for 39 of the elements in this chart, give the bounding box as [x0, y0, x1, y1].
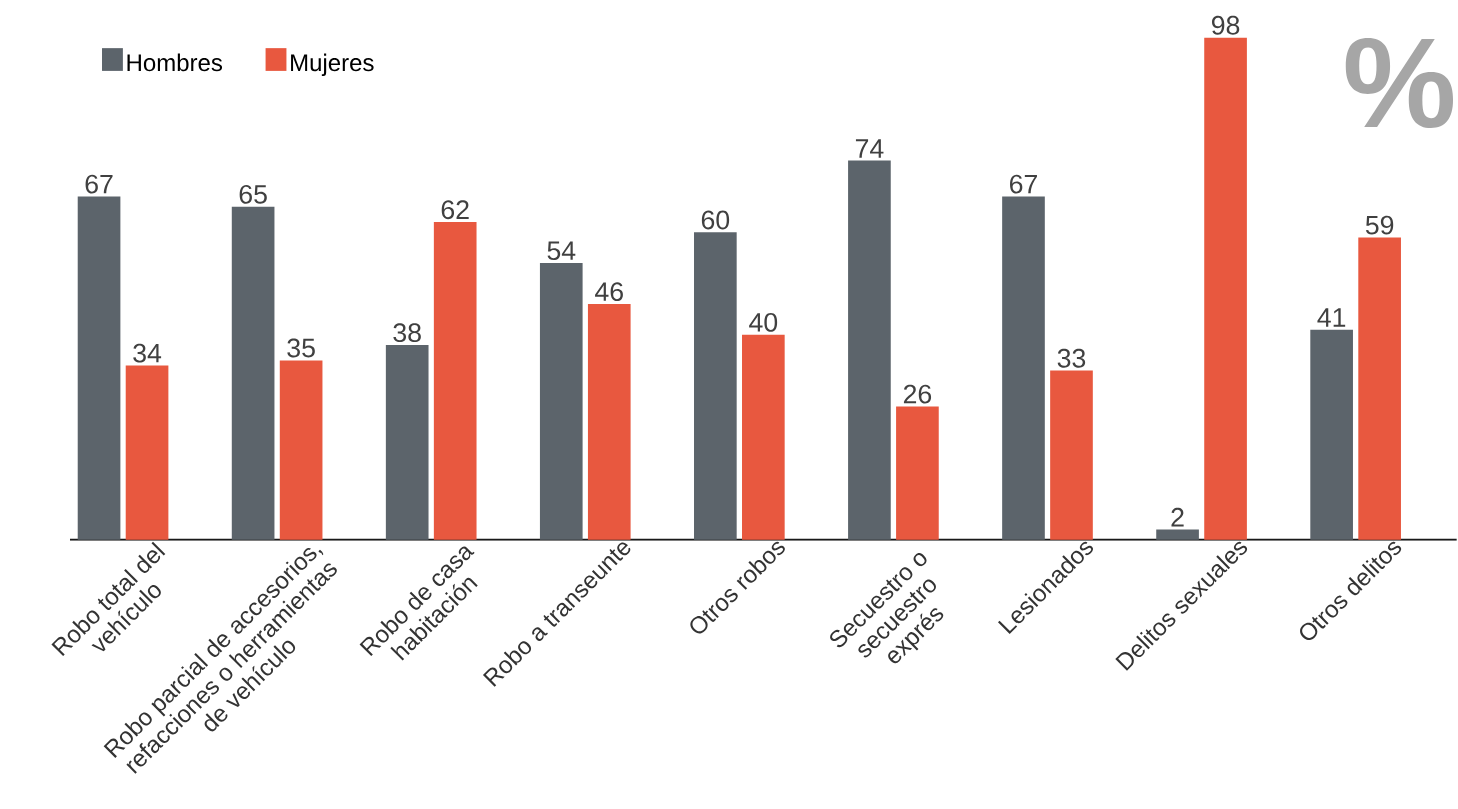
- data-label: 54: [547, 241, 576, 261]
- data-label: 40: [749, 312, 778, 332]
- data-label: 35: [287, 338, 315, 358]
- bar: [125, 365, 169, 540]
- data-label: 67: [85, 174, 113, 194]
- data-label: 41: [1317, 308, 1346, 327]
- data-label: 98: [1211, 15, 1240, 35]
- annotation: %: [1345, 37, 1454, 129]
- bar: [896, 406, 939, 540]
- legend-label: Mujeres: [291, 53, 374, 76]
- bar: [1050, 370, 1093, 540]
- data-label: 65: [239, 184, 267, 204]
- data-label: 26: [903, 384, 932, 404]
- bar: [231, 206, 275, 540]
- bar: [587, 304, 631, 540]
- bar: [279, 360, 323, 540]
- bar: [1310, 329, 1353, 540]
- data-label: 67: [1010, 174, 1037, 194]
- data-label: 46: [595, 282, 623, 302]
- bar: [848, 160, 891, 540]
- bar: [742, 334, 785, 540]
- bar: [1358, 237, 1401, 540]
- bar: [77, 196, 121, 540]
- bar: [694, 232, 737, 540]
- bar: [433, 222, 477, 540]
- bar: [385, 345, 429, 540]
- data-label: 2: [1171, 507, 1184, 527]
- data-label: 59: [1365, 215, 1394, 235]
- data-label: 34: [133, 343, 162, 363]
- bar: [1002, 196, 1045, 540]
- bar: [539, 263, 583, 540]
- bar: [1156, 529, 1199, 540]
- data-label: 74: [855, 139, 884, 158]
- data-label: 33: [1057, 348, 1086, 368]
- data-label: 60: [701, 210, 730, 230]
- data-label: 62: [441, 200, 469, 220]
- legend-label: Hombres: [127, 53, 223, 72]
- bar: [1204, 37, 1247, 540]
- data-label: 38: [393, 323, 421, 343]
